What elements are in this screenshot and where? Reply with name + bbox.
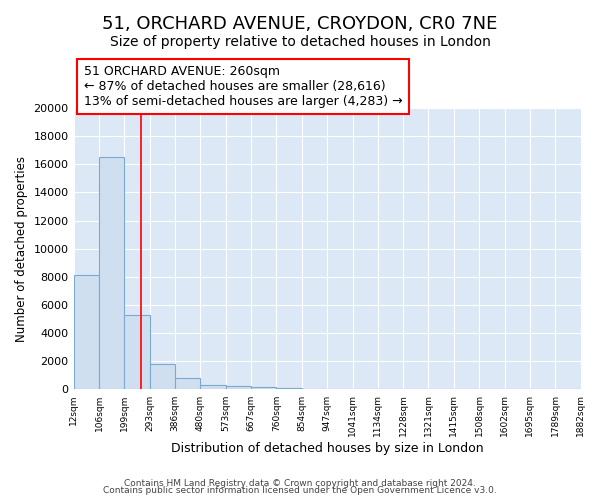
- Bar: [99, 158, 124, 390]
- Text: 51 ORCHARD AVENUE: 260sqm
← 87% of detached houses are smaller (28,616)
13% of s: 51 ORCHARD AVENUE: 260sqm ← 87% of detac…: [83, 65, 403, 108]
- Bar: [226, 386, 251, 390]
- Text: Size of property relative to detached houses in London: Size of property relative to detached ho…: [110, 35, 490, 49]
- Text: 51, ORCHARD AVENUE, CROYDON, CR0 7NE: 51, ORCHARD AVENUE, CROYDON, CR0 7NE: [103, 15, 497, 33]
- Text: Contains HM Land Registry data © Crown copyright and database right 2024.: Contains HM Land Registry data © Crown c…: [124, 478, 476, 488]
- Bar: [175, 378, 200, 390]
- Bar: [150, 364, 175, 390]
- X-axis label: Distribution of detached houses by size in London: Distribution of detached houses by size …: [171, 442, 484, 455]
- Bar: [74, 276, 99, 390]
- Bar: [200, 385, 226, 390]
- Bar: [124, 315, 150, 390]
- Bar: [251, 388, 277, 390]
- Bar: [277, 388, 302, 390]
- Y-axis label: Number of detached properties: Number of detached properties: [15, 156, 28, 342]
- Text: Contains public sector information licensed under the Open Government Licence v3: Contains public sector information licen…: [103, 486, 497, 495]
